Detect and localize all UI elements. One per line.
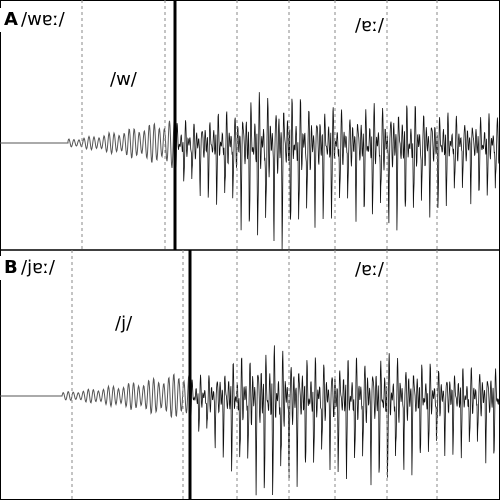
waveform: [189, 345, 500, 496]
panel-b-lines: [71, 250, 438, 500]
consonant-label: /w/: [110, 69, 138, 90]
waveform: [0, 117, 176, 168]
label-bg: [0, 8, 66, 32]
vowel-label: /ɐː/: [355, 15, 385, 36]
panel-letter: A: [4, 9, 18, 30]
word-label: /wɐː/: [21, 9, 66, 30]
consonant-label: /j/: [115, 313, 133, 334]
waveforms: [0, 92, 500, 496]
waveform: [0, 373, 191, 419]
waveform: [174, 92, 500, 250]
label-bg: [0, 256, 62, 280]
panel-letter: B: [4, 257, 18, 278]
vowel-label: /ɐː/: [355, 259, 385, 280]
panel-a-lines: [81, 0, 438, 250]
word-label: /jɐː/: [21, 257, 56, 278]
